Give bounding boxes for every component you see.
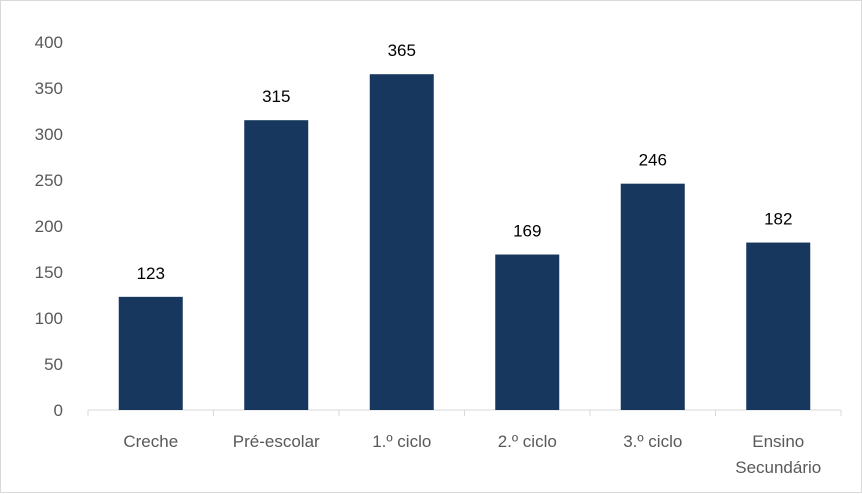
x-tick-label: Pré-escolar — [233, 432, 320, 451]
x-tick-label: 2.º ciclo — [498, 432, 557, 451]
data-label: 169 — [513, 222, 541, 241]
y-tick-label: 250 — [35, 171, 63, 190]
bar — [746, 242, 811, 410]
x-tick-label: 1.º ciclo — [372, 432, 431, 451]
data-label: 246 — [639, 151, 667, 170]
y-tick-label: 0 — [54, 401, 63, 420]
bar — [244, 120, 309, 410]
bar — [620, 183, 685, 410]
data-label: 315 — [262, 87, 290, 106]
x-tick-label: Ensino Secundário — [735, 432, 821, 477]
y-tick-label: 150 — [35, 263, 63, 282]
x-tick-label: 3.º ciclo — [623, 432, 682, 451]
data-label: 123 — [137, 264, 165, 283]
y-tick-label: 400 — [35, 33, 63, 52]
x-tick-label: Creche — [123, 432, 178, 451]
y-tick-label: 50 — [44, 355, 63, 374]
bar — [118, 296, 183, 410]
data-label: 182 — [764, 210, 792, 229]
y-tick-label: 200 — [35, 217, 63, 236]
bar — [495, 254, 560, 410]
bar — [369, 74, 434, 410]
data-label: 365 — [388, 41, 416, 60]
y-tick-label: 300 — [35, 125, 63, 144]
y-tick-label: 100 — [35, 309, 63, 328]
y-tick-label: 350 — [35, 79, 63, 98]
